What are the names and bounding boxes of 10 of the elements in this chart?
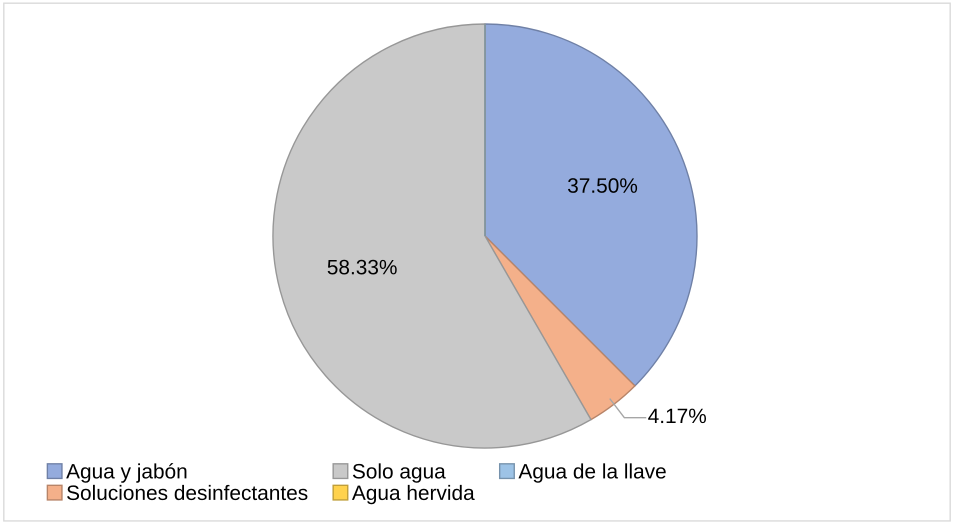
legend-label: Solo agua [352, 463, 446, 483]
pie-slice [484, 23, 698, 387]
legend-label: Agua de la llave [518, 463, 666, 483]
pie-slice [484, 235, 636, 420]
data-label: 37.50% [568, 178, 638, 193]
legend-label: Agua hervida [352, 484, 475, 504]
data-label: 58.33% [328, 260, 397, 274]
legend-label: Agua y jabón [66, 463, 186, 483]
legend-label: Soluciones desinfectantes [67, 484, 308, 500]
data-label: 4.17% [648, 408, 706, 424]
